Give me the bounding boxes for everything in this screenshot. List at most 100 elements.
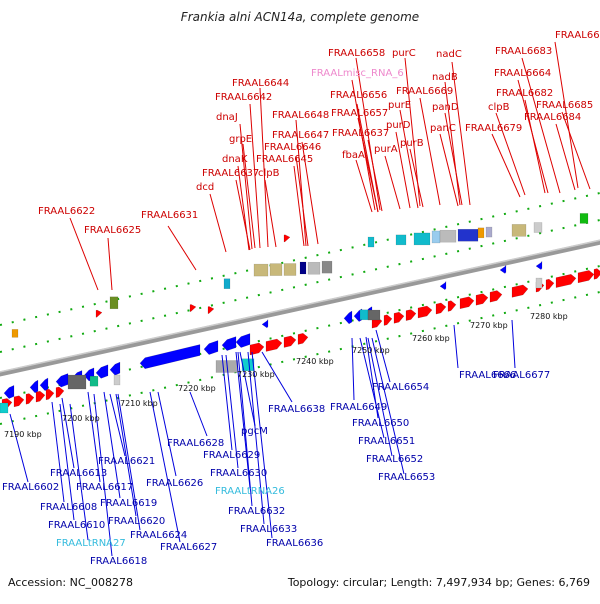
label-leader-line [167, 225, 197, 271]
bottom-label-fraal6608: FRAAL6608 [40, 502, 97, 513]
top-label-fraal6637-b: FRAAL6637 [202, 168, 259, 179]
label-leader-line [444, 112, 463, 206]
bottom-label-fraal6624: FRAAL6624 [130, 530, 187, 541]
top-label-dcd: dcd [196, 182, 214, 193]
label-leader-line [511, 319, 516, 369]
label-leader-line [409, 148, 424, 208]
label-leader-line [157, 391, 177, 477]
top-label-fraal6647: FRAAL6647 [272, 130, 329, 141]
misc-feature-box [367, 236, 375, 248]
misc-feature-box [439, 229, 457, 243]
forward-gene-arrow [417, 305, 433, 319]
label-leader-line [451, 61, 471, 206]
top-label-fraal6631: FRAAL6631 [141, 210, 198, 221]
misc-feature-box [535, 277, 543, 289]
reverse-gene-arrow [499, 264, 507, 274]
bottom-label-fraaltrna26: FRAALtRNA26 [215, 486, 285, 497]
forward-gene-arrow [283, 335, 297, 348]
label-leader-line [51, 401, 65, 503]
genome-backbone [0, 239, 600, 377]
label-leader-line [69, 403, 89, 541]
label-leader-line [87, 391, 101, 483]
label-leader-line [251, 351, 273, 539]
label-leader-line [355, 57, 381, 211]
misc-feature-box [321, 260, 333, 274]
scale-label: 7230 kbp [237, 370, 275, 379]
bottom-label-fraal6628: FRAAL6628 [167, 438, 224, 449]
misc-feature-box [269, 263, 283, 276]
forward-gene-arrow [265, 338, 283, 352]
label-leader-line [555, 123, 576, 191]
reverse-gene-arrow [139, 344, 201, 369]
top-label-fraal6669: FRAAL6669 [396, 86, 453, 97]
top-label-fraal6622: FRAAL6622 [38, 206, 95, 217]
misc-feature-box [395, 234, 407, 246]
forward-gene-arrow [555, 274, 577, 288]
bottom-label-fraal6652: FRAAL6652 [366, 454, 423, 465]
misc-feature-box [431, 230, 441, 244]
scale-labels: 7190 kbp 7200 kbp 7210 kbp 7220 kbp 7230 kbp… [4, 312, 568, 439]
reverse-gene-arrow [109, 361, 121, 376]
label-leader-line [109, 393, 126, 457]
top-label-fraal6682: FRAAL6682 [496, 88, 553, 99]
top-label-clpb: clpB [488, 102, 510, 113]
top-label-dnak: dnaK [222, 154, 248, 165]
label-leader-line [399, 109, 419, 209]
forward-gene-arrow [249, 342, 265, 356]
bottom-label-fraal6651: FRAAL6651 [358, 436, 415, 447]
label-leader-line [367, 337, 393, 457]
scale-label: 7270 kbp [470, 321, 508, 330]
top-label-fraal6648: FRAAL6648 [272, 110, 329, 121]
scale-label: 7240 kbp [296, 357, 334, 366]
label-leader-line [351, 337, 355, 401]
bottom-label-fraal6636: FRAAL6636 [266, 538, 323, 549]
reverse-gene-arrow [203, 340, 219, 355]
label-leader-line [495, 112, 526, 196]
label-leader-line [419, 97, 441, 206]
label-leader-line [69, 217, 99, 291]
label-leader-line [59, 403, 75, 521]
scale-label: 7280 kbp [530, 312, 568, 321]
misc-feature-box [299, 261, 307, 275]
misc-feature-box [113, 374, 121, 386]
reverse-gene-arrow [439, 280, 447, 291]
bottom-label-fraal6626: FRAAL6626 [146, 478, 203, 489]
label-leader-lines [9, 41, 591, 557]
bottom-label-fraal6677: FRAAL6677 [493, 370, 550, 381]
forward-track-rail-inner [0, 219, 600, 353]
label-leader-line [242, 143, 256, 249]
top-label-fraal6657: FRAAL6657 [331, 108, 388, 119]
bottom-label-fraal6619: FRAAL6619 [100, 498, 157, 509]
top-label-fraal6658: FRAAL6658 [328, 48, 385, 59]
bottom-label-fraal6621: FRAAL6621 [98, 456, 155, 467]
top-label-fraal6686: FRAAL6686 [555, 30, 600, 41]
label-leader-line [367, 139, 383, 212]
label-leader-line [239, 351, 256, 427]
misc-feature-box [89, 375, 99, 387]
label-leader-line [444, 81, 461, 206]
bottom-label-fraal6629: FRAAL6629 [203, 450, 260, 461]
forward-gene-arrow [447, 300, 457, 312]
reverse-gene-arrow [95, 364, 109, 379]
bottom-label-fraal6613: FRAAL6613 [50, 468, 107, 479]
forward-gene-arrow [577, 270, 595, 284]
reverse-gene-arrow [39, 377, 49, 392]
label-leader-line [107, 237, 113, 291]
label-leader-line [524, 99, 546, 194]
label-leader-line [235, 351, 251, 489]
label-leader-line [235, 179, 251, 251]
top-label-clpb-b: clpB [258, 168, 280, 179]
top-label-purb: purB [400, 138, 424, 149]
top-label-purc: purC [392, 48, 416, 59]
label-leader-line [359, 337, 385, 439]
label-leader-line [357, 117, 379, 213]
misc-feature-box [11, 329, 19, 338]
reverse-gene-arrow [261, 318, 269, 329]
label-leader-line [189, 391, 208, 437]
misc-feature-box [477, 227, 485, 239]
bottom-label-fraal6620: FRAAL6620 [108, 516, 165, 527]
top-label-fraal6679: FRAAL6679 [465, 123, 522, 134]
bottom-label-fraal6654: FRAAL6654 [372, 382, 429, 393]
